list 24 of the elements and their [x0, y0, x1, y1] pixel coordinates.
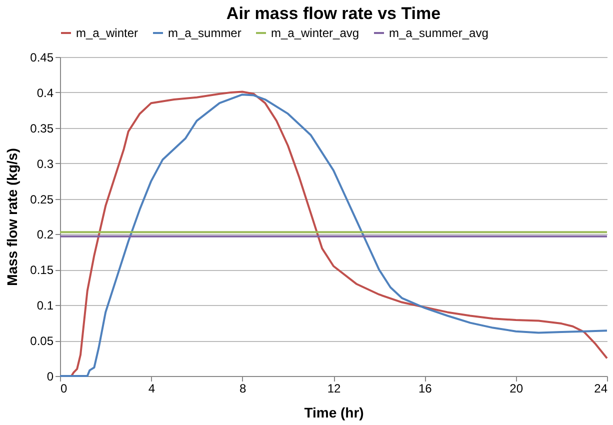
y-tick-label: 0.2 — [36, 228, 54, 242]
legend-label: m_a_summer — [168, 26, 242, 40]
x-tick-label: 4 — [148, 382, 156, 396]
legend-label: m_a_winter — [76, 26, 138, 40]
x-axis-title: Time (hr) — [304, 404, 364, 420]
x-tick-label: 12 — [327, 382, 341, 396]
chart-title: Air mass flow rate vs Time — [226, 4, 441, 23]
legend-label: m_a_summer_avg — [389, 26, 488, 40]
y-tick-label: 0.4 — [36, 86, 54, 100]
legend-label: m_a_winter_avg — [271, 26, 360, 40]
x-tick-label: 24 — [594, 382, 608, 396]
y-tick-label: 0 — [46, 370, 54, 384]
x-tick-label: 16 — [418, 382, 432, 396]
y-tick-label: 0.3 — [36, 156, 54, 171]
x-tick-label: 0 — [60, 382, 68, 396]
y-tick-label: 0.35 — [30, 121, 54, 136]
y-axis-title: Mass flow rate (kg/s) — [4, 148, 20, 286]
y-tick-label: 0.45 — [30, 50, 54, 64]
y-tick-label: 0.1 — [36, 298, 54, 313]
y-tick-label: 0.05 — [30, 334, 54, 348]
x-tick-label: 8 — [239, 382, 246, 396]
y-tick-label: 0.25 — [30, 192, 54, 206]
x-tick-label: 20 — [510, 382, 524, 396]
y-tick-label: 0.15 — [30, 263, 54, 278]
